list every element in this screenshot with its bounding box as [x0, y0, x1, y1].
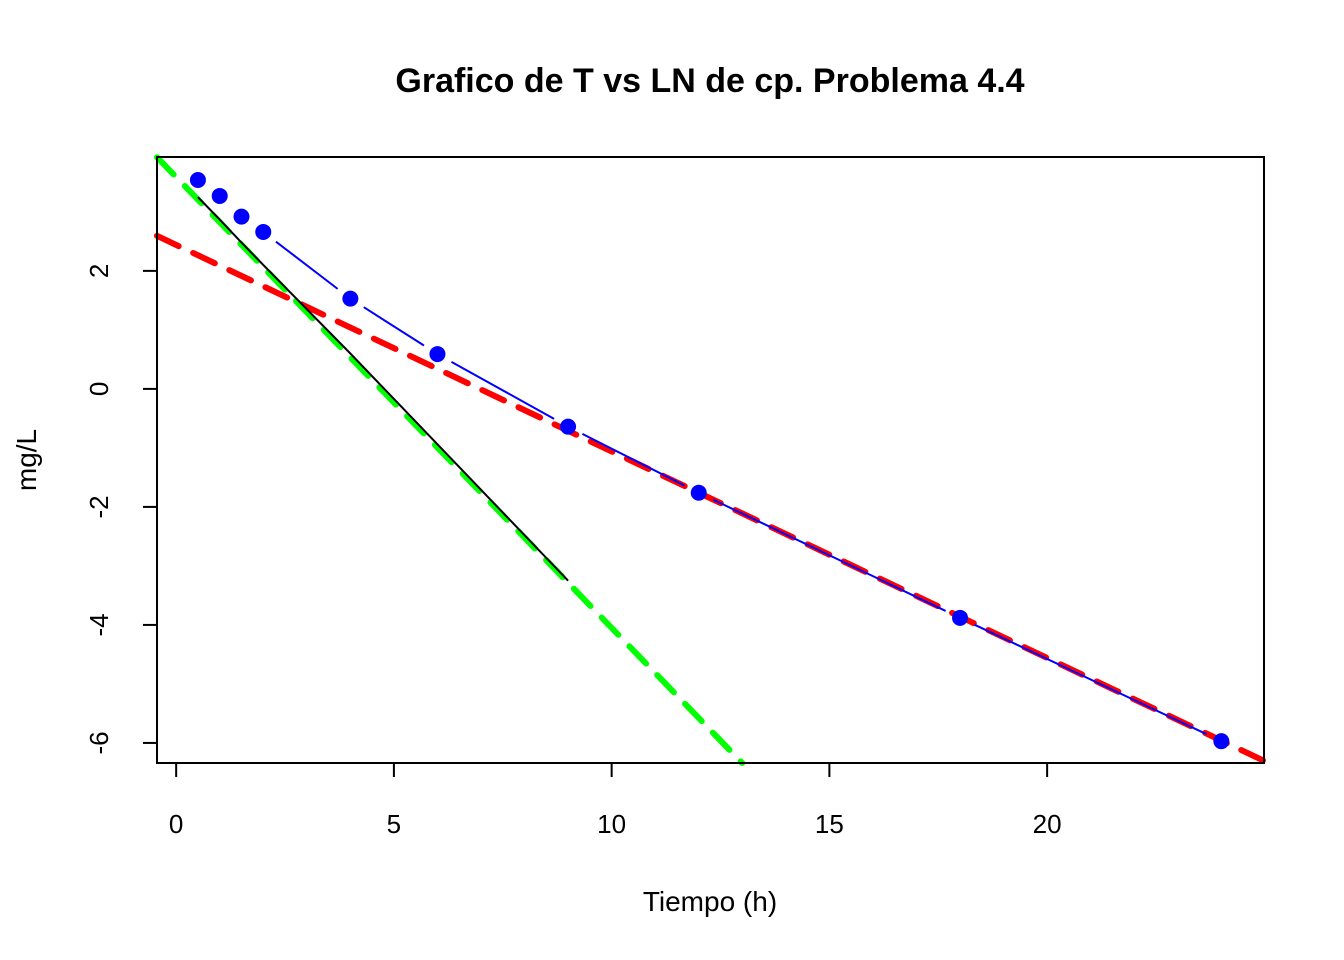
blue-segment [974, 623, 1208, 736]
blue-segment [363, 306, 425, 347]
x-tick-label: 20 [1033, 809, 1062, 839]
x-tick-label: 0 [169, 809, 183, 839]
data-point [690, 484, 707, 501]
data-point [560, 418, 577, 435]
data-point [952, 609, 969, 626]
abline-green [154, 154, 746, 766]
data-point [233, 208, 250, 225]
data-point [189, 172, 206, 189]
blue-segment [450, 360, 555, 420]
blue-segment [581, 432, 685, 487]
y-tick-label: -2 [84, 495, 114, 518]
data-point [342, 290, 359, 307]
black-line [197, 196, 569, 582]
x-axis-label: Tiempo (h) [643, 886, 777, 917]
data-point [255, 223, 272, 240]
y-tick-label: -4 [84, 613, 114, 636]
y-axis-label: mg/L [11, 429, 42, 491]
plot-frame [156, 156, 1265, 764]
data-point [429, 346, 446, 363]
blue-segment [712, 498, 947, 612]
chart-title: Grafico de T vs LN de cp. Problema 4.4 [395, 62, 1024, 100]
x-tick-label: 5 [387, 809, 401, 839]
y-tick-label: -6 [84, 731, 114, 754]
y-tick-label: 2 [84, 264, 114, 278]
y-tick-label: 0 [84, 382, 114, 396]
blue-segment [275, 240, 339, 290]
data-point [1213, 733, 1230, 750]
x-tick-label: 15 [815, 809, 844, 839]
x-tick-label: 10 [597, 809, 626, 839]
data-point [211, 187, 228, 204]
